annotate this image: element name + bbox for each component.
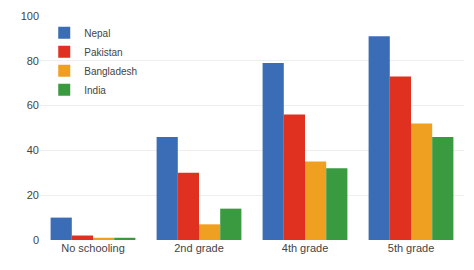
svg-text:India: India: [84, 85, 106, 96]
svg-text:2nd grade: 2nd grade: [174, 242, 224, 254]
svg-text:Nepal: Nepal: [84, 28, 110, 39]
svg-text:Bangladesh: Bangladesh: [84, 66, 137, 77]
svg-text:100: 100: [21, 10, 39, 22]
svg-text:Pakistan: Pakistan: [84, 47, 122, 58]
svg-text:No schooling: No schooling: [61, 242, 125, 254]
svg-text:0: 0: [33, 234, 39, 246]
svg-text:80: 80: [27, 55, 39, 67]
svg-text:5th grade: 5th grade: [388, 242, 434, 254]
svg-text:4th grade: 4th grade: [282, 242, 328, 254]
svg-text:40: 40: [27, 144, 39, 156]
svg-text:60: 60: [27, 99, 39, 111]
svg-text:20: 20: [27, 189, 39, 201]
